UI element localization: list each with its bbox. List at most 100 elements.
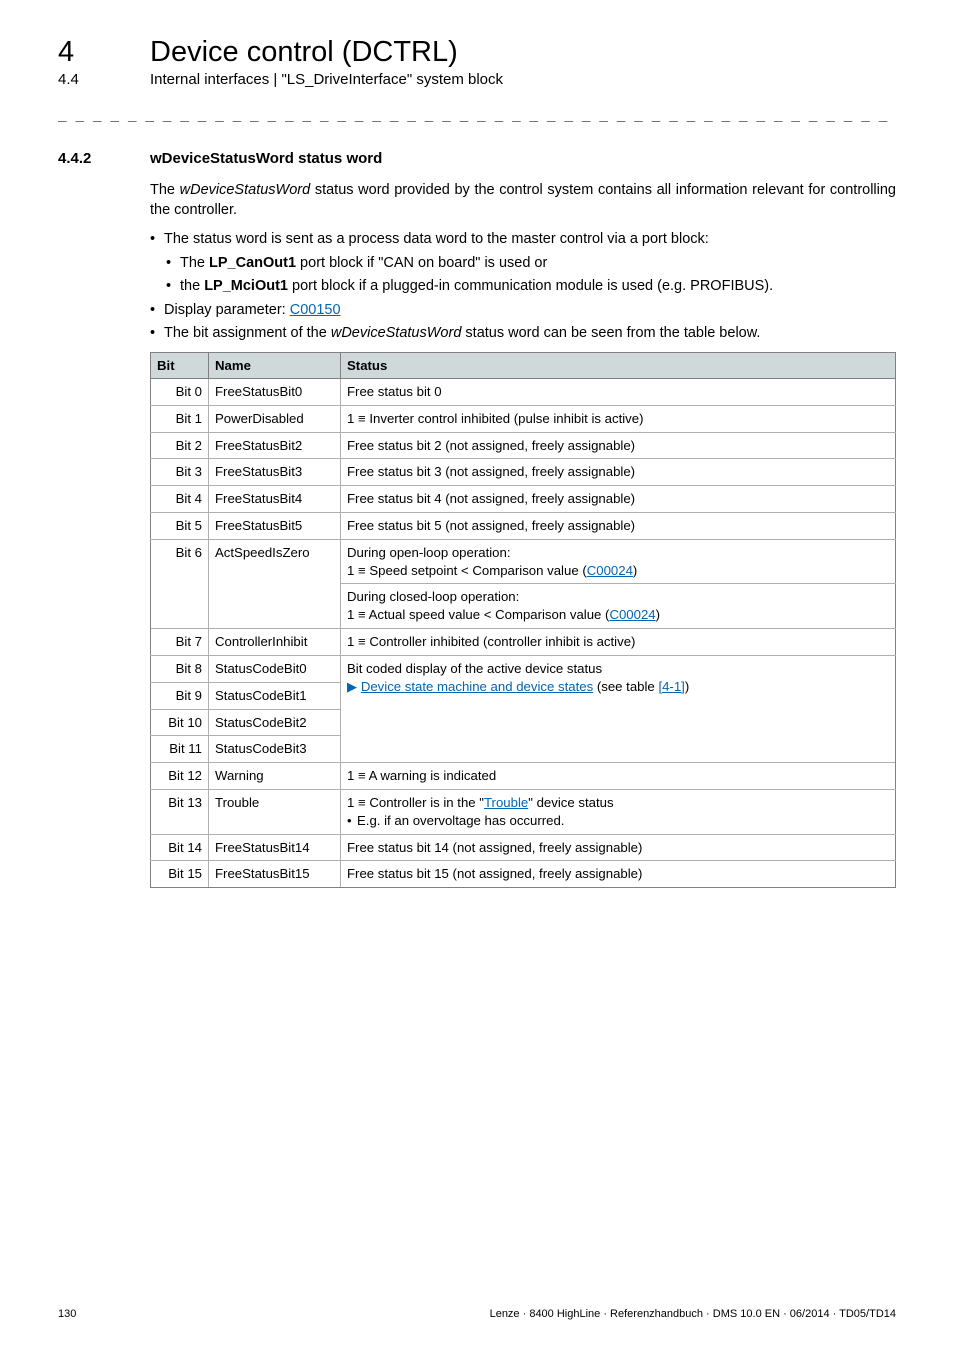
cell-status: During closed-loop operation: 1 ≡ Actual… <box>341 584 896 629</box>
cell-name: FreeStatusBit0 <box>209 378 341 405</box>
table-row: Bit 4 FreeStatusBit4 Free status bit 4 (… <box>151 486 896 513</box>
status-val-pre: 1 ≡ Speed setpoint < Comparison value ( <box>347 563 587 578</box>
cell-status: During open-loop operation: 1 ≡ Speed se… <box>341 539 896 584</box>
content-body: The wDeviceStatusWord status word provid… <box>150 181 896 888</box>
cell-status: Free status bit 14 (not assigned, freely… <box>341 834 896 861</box>
bullet-2-pre: Display parameter: <box>164 302 290 318</box>
cell-bit: Bit 3 <box>151 459 209 486</box>
bullet-1b: the LP_MciOut1 port block if a plugged-i… <box>150 277 896 297</box>
status-post2: ) <box>685 679 689 694</box>
cell-name: StatusCodeBit3 <box>209 736 341 763</box>
status-subbullet: •E.g. if an overvoltage has occurred. <box>347 812 889 830</box>
cell-bit: Bit 8 <box>151 655 209 682</box>
cell-bit: Bit 2 <box>151 432 209 459</box>
bullet-3-em: wDeviceStatusWord <box>331 325 462 341</box>
bullet-3-pre: The bit assignment of the <box>164 325 331 341</box>
table-header-row: Bit Name Status <box>151 352 896 378</box>
cell-bit: Bit 15 <box>151 861 209 888</box>
bullet-1a-post: port block if "CAN on board" is used or <box>296 255 547 271</box>
th-status: Status <box>341 352 896 378</box>
table-row: Bit 7ControllerInhibit1 ≡ Controller inh… <box>151 629 896 656</box>
cell-status: Free status bit 5 (not assigned, freely … <box>341 513 896 540</box>
cell-name: Trouble <box>209 789 341 834</box>
status-link[interactable]: Device state machine and device states <box>361 679 593 694</box>
cell-bit: Bit 4 <box>151 486 209 513</box>
cell-name: StatusCodeBit2 <box>209 709 341 736</box>
status-post: (see table <box>593 679 658 694</box>
cell-status: Free status bit 3 (not assigned, freely … <box>341 459 896 486</box>
bullet-3-post: status word can be seen from the table b… <box>461 325 760 341</box>
cell-status: Free status bit 15 (not assigned, freely… <box>341 861 896 888</box>
section-heading: 4.4.2 wDeviceStatusWord status word <box>58 150 896 167</box>
bullet-1a-bold: LP_CanOut1 <box>209 255 296 271</box>
th-bit: Bit <box>151 352 209 378</box>
table-row: Bit 1 PowerDisabled 1 ≡ Inverter control… <box>151 405 896 432</box>
cell-name: ActSpeedIsZero <box>209 539 341 628</box>
page-subheader: 4.4 Internal interfaces | "LS_DriveInter… <box>58 71 896 88</box>
table-row: Bit 14 FreeStatusBit14 Free status bit 1… <box>151 834 896 861</box>
cell-bit: Bit 10 <box>151 709 209 736</box>
cell-name: PowerDisabled <box>209 405 341 432</box>
cell-name: Warning <box>209 763 341 790</box>
footer-text: Lenze · 8400 HighLine · Referenzhandbuch… <box>490 1308 896 1320</box>
cell-name: ControllerInhibit <box>209 629 341 656</box>
cell-status: Free status bit 4 (not assigned, freely … <box>341 486 896 513</box>
status-val-post: ) <box>633 563 637 578</box>
table-row: Bit 2 FreeStatusBit2 Free status bit 2 (… <box>151 432 896 459</box>
subsection-number: 4.4 <box>58 71 150 88</box>
section-title: wDeviceStatusWord status word <box>150 150 382 167</box>
bullet-2: Display parameter: C00150 <box>150 301 896 321</box>
cell-status: 1 ≡ Controller is in the "Trouble" devic… <box>341 789 896 834</box>
cell-name: StatusCodeBit1 <box>209 682 341 709</box>
cell-bit: Bit 7 <box>151 629 209 656</box>
cell-name: FreeStatusBit5 <box>209 513 341 540</box>
table-row: Bit 0 FreeStatusBit0 Free status bit 0 <box>151 378 896 405</box>
table-row: Bit 13 Trouble 1 ≡ Controller is in the … <box>151 789 896 834</box>
cell-name: StatusCodeBit0 <box>209 655 341 682</box>
cell-bit: Bit 6 <box>151 539 209 628</box>
bullet-3: The bit assignment of the wDeviceStatusW… <box>150 324 896 344</box>
cell-bit: Bit 9 <box>151 682 209 709</box>
cell-bit: Bit 14 <box>151 834 209 861</box>
bullet-2-link[interactable]: C00150 <box>290 302 341 318</box>
separator: _ _ _ _ _ _ _ _ _ _ _ _ _ _ _ _ _ _ _ _ … <box>58 106 896 122</box>
status-val-post: ) <box>656 607 660 622</box>
status-link[interactable]: Trouble <box>484 795 528 810</box>
bullet-1b-bold: LP_MciOut1 <box>204 278 288 294</box>
table-row: Bit 3 FreeStatusBit3 Free status bit 3 (… <box>151 459 896 486</box>
bullet-1b-pre: the <box>180 278 204 294</box>
bullet-1b-post: port block if a plugged-in communication… <box>288 278 773 294</box>
cell-name: FreeStatusBit15 <box>209 861 341 888</box>
bullet-1a: The LP_CanOut1 port block if "CAN on boa… <box>150 254 896 274</box>
intro-pre: The <box>150 182 180 198</box>
cell-status: Free status bit 2 (not assigned, freely … <box>341 432 896 459</box>
table-row: Bit 6 ActSpeedIsZero During open-loop op… <box>151 539 896 584</box>
status-line1: Bit coded display of the active device s… <box>347 661 602 676</box>
cell-bit: Bit 13 <box>151 789 209 834</box>
status-table-link[interactable]: [4-1] <box>658 679 684 694</box>
cell-name: FreeStatusBit14 <box>209 834 341 861</box>
intro-em: wDeviceStatusWord <box>180 182 311 198</box>
status-pre: 1 ≡ Controller is in the " <box>347 795 484 810</box>
cell-status: Free status bit 0 <box>341 378 896 405</box>
cell-name: FreeStatusBit2 <box>209 432 341 459</box>
bullet-1: The status word is sent as a process dat… <box>150 230 896 250</box>
section-number: 4.4.2 <box>58 150 150 167</box>
th-name: Name <box>209 352 341 378</box>
cell-bit: Bit 1 <box>151 405 209 432</box>
subsection-title: Internal interfaces | "LS_DriveInterface… <box>150 71 503 88</box>
cell-bit: Bit 11 <box>151 736 209 763</box>
status-word-table: Bit Name Status Bit 0 FreeStatusBit0 Fre… <box>150 352 896 888</box>
chapter-number: 4 <box>58 36 150 69</box>
cell-status: 1 ≡ Controller inhibited (controller inh… <box>341 629 896 656</box>
cell-status: Bit coded display of the active device s… <box>341 655 896 762</box>
cell-status: 1 ≡ Inverter control inhibited (pulse in… <box>341 405 896 432</box>
status-link[interactable]: C00024 <box>587 563 633 578</box>
bullet-1a-pre: The <box>180 255 209 271</box>
status-line: During closed-loop operation: <box>347 589 519 604</box>
table-row: Bit 5 FreeStatusBit5 Free status bit 5 (… <box>151 513 896 540</box>
page-header: 4 Device control (DCTRL) <box>58 36 896 69</box>
status-link[interactable]: C00024 <box>609 607 655 622</box>
cell-bit: Bit 0 <box>151 378 209 405</box>
status-post: " device status <box>528 795 613 810</box>
